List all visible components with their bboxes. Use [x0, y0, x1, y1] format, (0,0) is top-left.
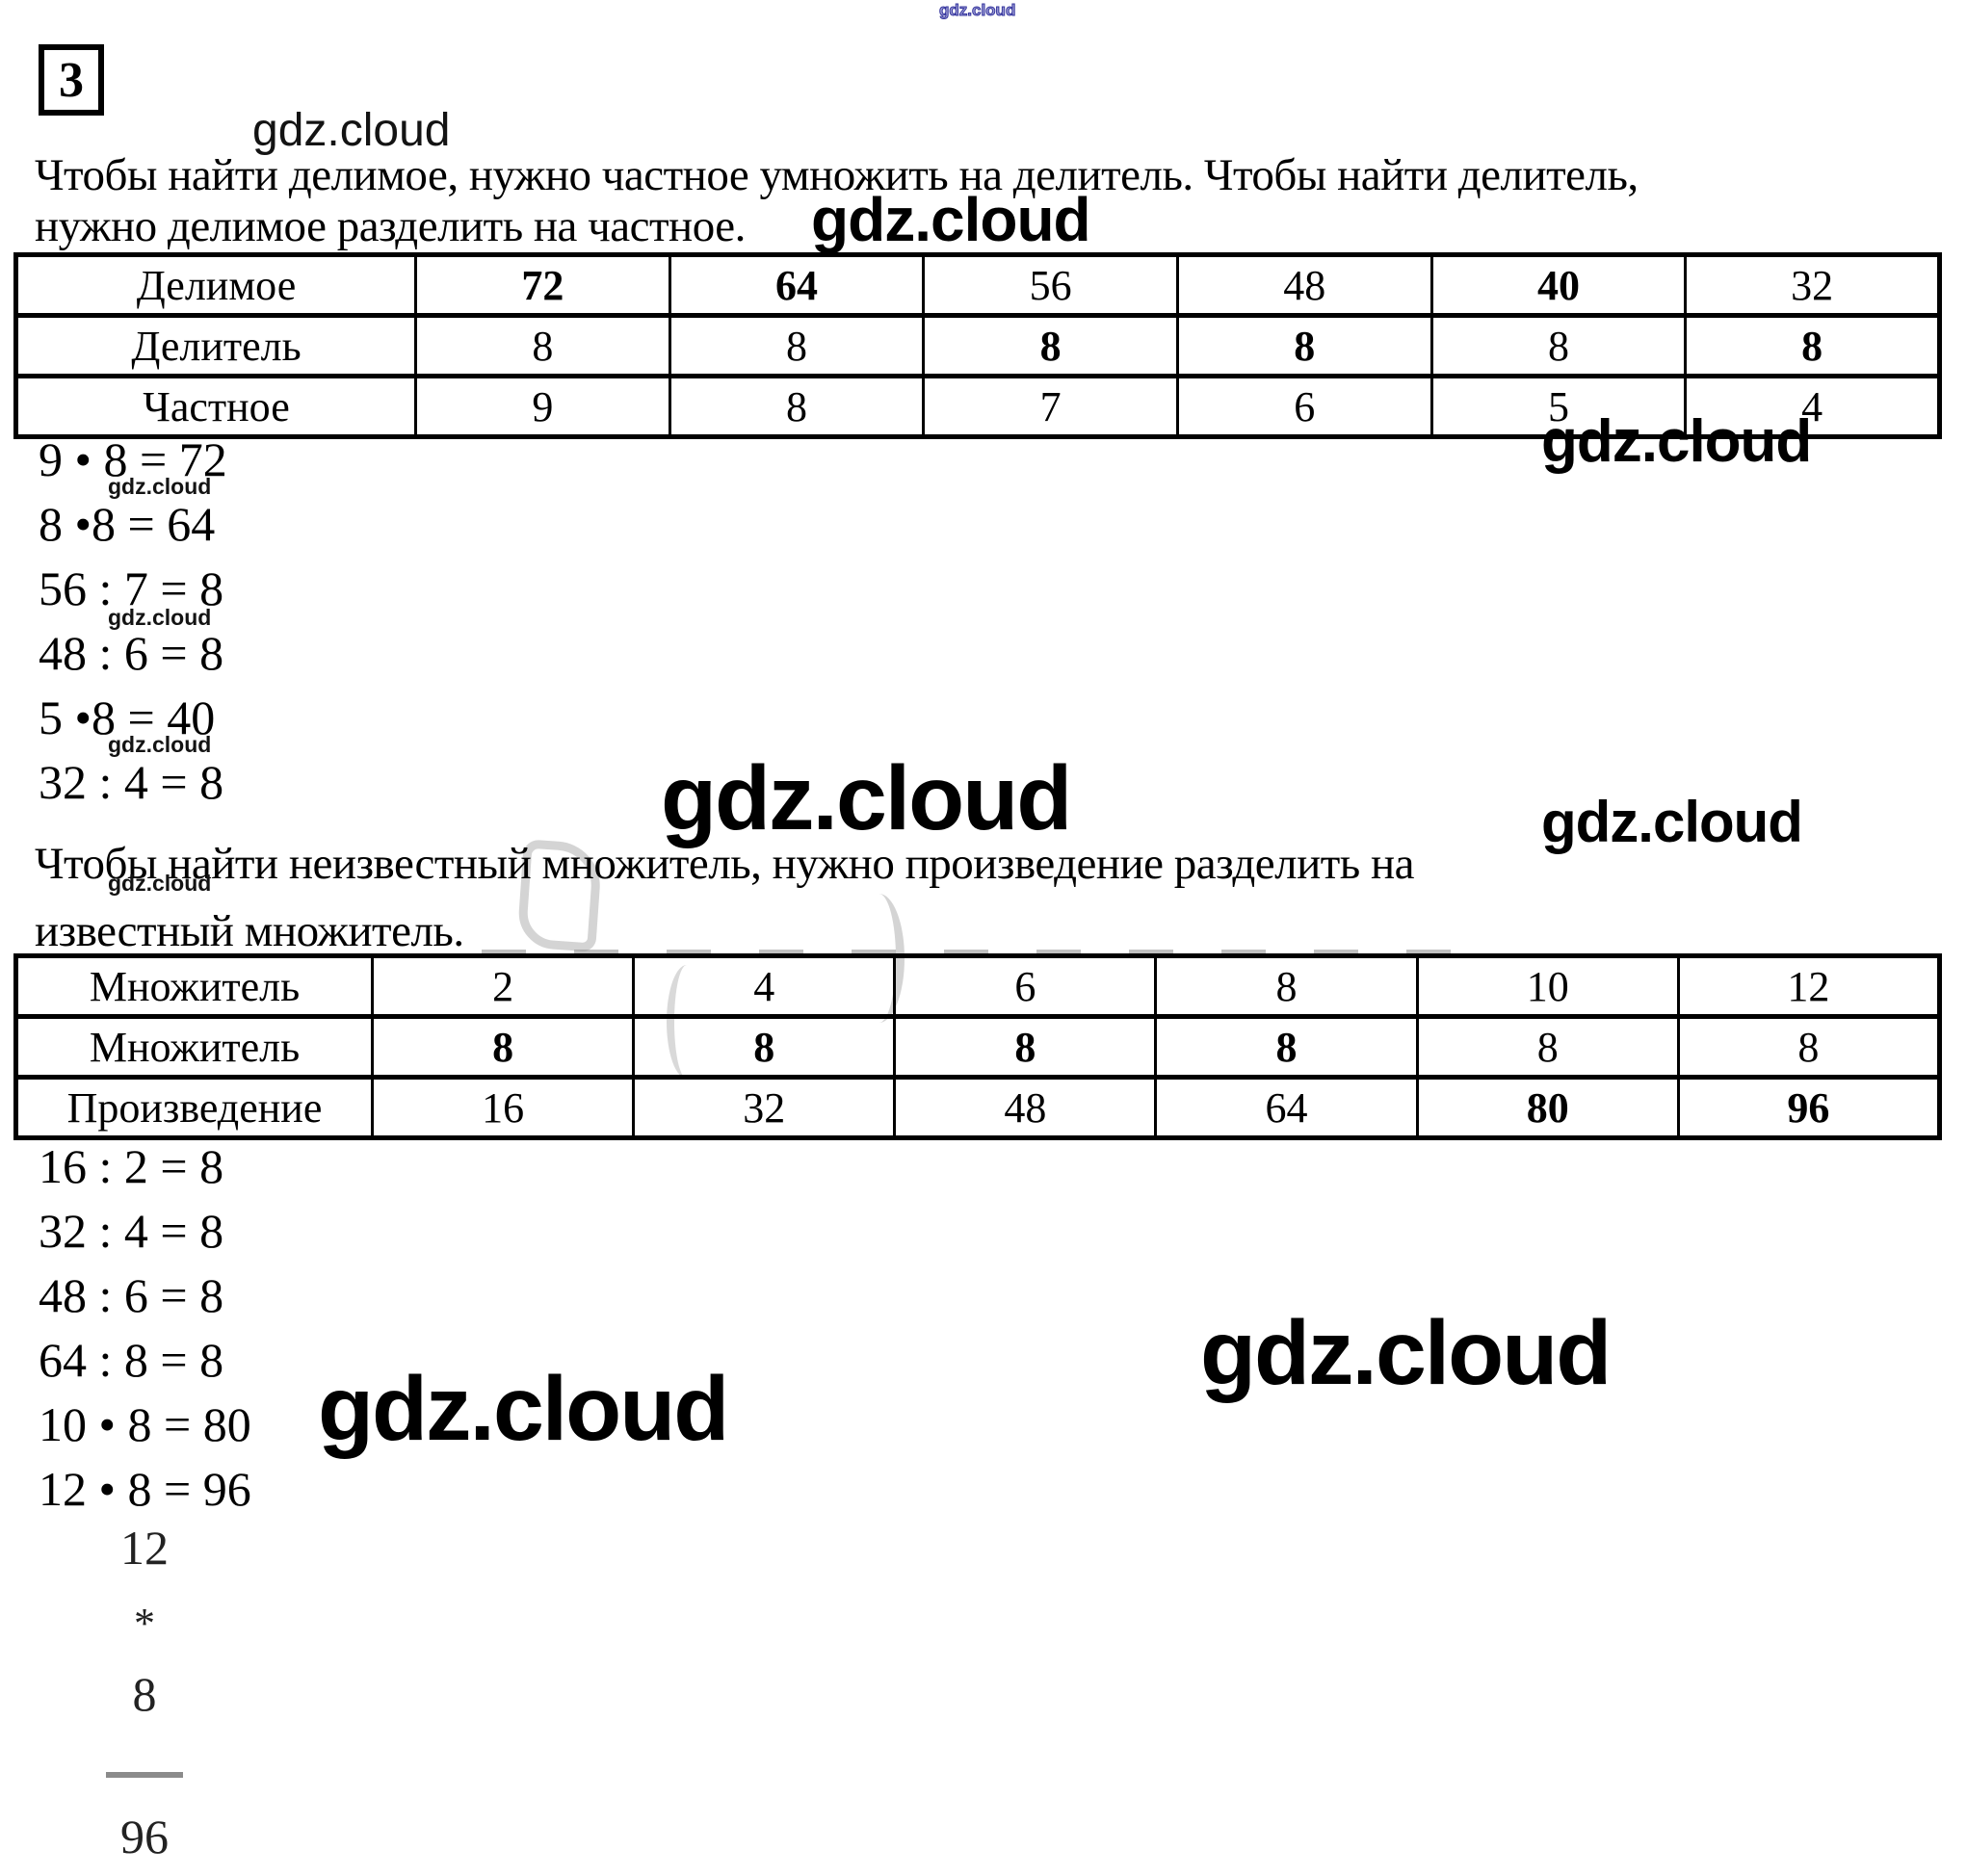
table-cell: 8 — [1684, 313, 1941, 378]
equation: 48 : 6 = 8 — [39, 1268, 224, 1322]
equation: 5 •8 = 40 — [39, 690, 216, 744]
table-cell: 8 — [632, 1014, 897, 1079]
table-cell: 8 — [1154, 1014, 1419, 1079]
table-cell: 4 — [1684, 374, 1941, 438]
table-row: Множитель 2 4 6 8 10 12 — [14, 954, 1942, 1018]
table-cell: 48 — [893, 1075, 1158, 1139]
division-table: Делимое 72 64 56 48 40 32 Делитель 8 8 8 8 8 8 Частное… — [13, 252, 1942, 439]
division-rule-line1: Чтобы найти делимое, нужно частное умнож… — [35, 150, 1639, 200]
table-row: Делимое 72 64 56 48 40 32 — [14, 253, 1941, 317]
table-cell: 7 — [922, 374, 1179, 438]
equation: 8 •8 = 64 — [39, 497, 216, 551]
equation: 9 • 8 = 72 — [39, 432, 227, 486]
table-cell: 8 — [1175, 313, 1433, 378]
row-label: Множитель — [14, 1014, 374, 1079]
row-label: Частное — [14, 374, 417, 438]
table-cell: 8 — [414, 313, 671, 378]
division-rule-line2: нужно делимое разделить на частное. — [35, 201, 746, 251]
watermark-small-3: gdz.cloud — [108, 732, 212, 757]
row-label: Делимое — [14, 253, 417, 317]
table-cell: 8 — [370, 1014, 636, 1079]
multiplication-equations-list: 16 : 2 = 8 32 : 4 = 8 48 : 6 = 8 64 : 8 = 8… — [39, 1134, 251, 1522]
watermark-small-1: gdz.cloud — [108, 474, 212, 499]
division-equations-list: 9 • 8 = 72 8 •8 = 64 56 : 7 = 8 48 : 6 = 8 5… — [39, 428, 227, 815]
table-cell: 72 — [414, 253, 671, 317]
table-cell: 56 — [922, 253, 1179, 317]
table-row: Множитель 8 8 8 8 8 8 — [14, 1014, 1942, 1079]
watermark-table1-right: gdz.cloud — [1541, 408, 1812, 475]
table-cell: 8 — [1415, 1014, 1680, 1079]
equation: 56 : 7 = 8 — [39, 561, 224, 615]
table-cell: 64 — [1154, 1075, 1419, 1139]
table-cell: 96 — [1676, 1075, 1942, 1139]
row-label: Делитель — [14, 313, 417, 378]
table-cell: 32 — [632, 1075, 897, 1139]
table-cell: 6 — [893, 954, 1158, 1018]
division-rule-paragraph: Чтобы найти делимое, нужно частное умнож… — [35, 150, 1639, 252]
equation: 48 : 6 = 8 — [39, 626, 224, 680]
table-cell: 6 — [1175, 374, 1433, 438]
equation: 64 : 8 = 8 — [39, 1333, 224, 1387]
multiplication-rule-line2: известный множитель. — [35, 906, 464, 956]
problem-number-box: 3 — [39, 44, 104, 116]
table-cell: 8 — [668, 374, 926, 438]
table-cell: 40 — [1429, 253, 1688, 317]
table-cell: 8 — [893, 1014, 1158, 1079]
watermark-small-2: gdz.cloud — [108, 605, 212, 630]
table-cell: 9 — [414, 374, 671, 438]
table-cell: 48 — [1175, 253, 1433, 317]
multiplication-rule-paragraph: Чтобы найти неизвестный множитель, нужно… — [35, 830, 1415, 965]
table-cell: 16 — [370, 1075, 636, 1139]
multiplication-rule-line1: Чтобы найти неизвестный множитель, нужно… — [35, 839, 1415, 889]
multiplication-table: Множитель 2 4 6 8 10 12 Множитель 8 8 8 8 8 8 Произвед… — [13, 953, 1942, 1140]
table-cell: 8 — [1154, 954, 1419, 1018]
table-cell: 4 — [632, 954, 897, 1018]
table-cell: 32 — [1684, 253, 1941, 317]
watermark-center: gdz.cloud — [661, 747, 1072, 849]
equation: 16 : 2 = 8 — [39, 1139, 224, 1193]
table-cell: 64 — [668, 253, 926, 317]
table-cell: 8 — [922, 313, 1179, 378]
row-label: Произведение — [14, 1075, 374, 1139]
equation: 12 • 8 = 96 — [39, 1462, 251, 1516]
table-row: Частное 9 8 7 6 5 4 — [14, 374, 1941, 438]
watermark-header: gdz.cloud — [252, 105, 451, 156]
long-mult-operator: * — [134, 1600, 155, 1647]
row-label: Множитель — [14, 954, 374, 1018]
table-cell: 8 — [1676, 1014, 1942, 1079]
watermark-bottom-right: gdz.cloud — [1200, 1302, 1612, 1404]
equation: 32 : 4 = 8 — [39, 1204, 224, 1258]
long-mult-rule-line — [106, 1772, 183, 1778]
table-cell: 8 — [1429, 313, 1688, 378]
table-cell: 80 — [1415, 1075, 1680, 1139]
table-cell: 10 — [1415, 954, 1680, 1018]
table-cell: 5 — [1429, 374, 1688, 438]
long-mult-multiplier: 8 — [132, 1667, 157, 1721]
watermark-bottom-left: gdz.cloud — [318, 1358, 729, 1460]
watermark-after-intro: gdz.cloud — [811, 185, 1091, 254]
equation: 32 : 4 = 8 — [39, 755, 224, 809]
long-mult-result: 96 — [120, 1810, 169, 1863]
table-cell: 12 — [1676, 954, 1942, 1018]
table-row: Произведение 16 32 48 64 80 96 — [14, 1075, 1942, 1139]
problem-number: 3 — [59, 52, 84, 108]
table-cell: 8 — [668, 313, 926, 378]
watermark-top: gdz.cloud — [938, 1, 1016, 19]
table-cell: 2 — [370, 954, 636, 1018]
watermark-mid-right: gdz.cloud — [1541, 790, 1803, 854]
watermark-small-4: gdz.cloud — [108, 871, 212, 896]
table-row: Делитель 8 8 8 8 8 8 — [14, 313, 1941, 378]
long-mult-multiplicand: 12 — [120, 1521, 169, 1575]
equation: 10 • 8 = 80 — [39, 1397, 251, 1451]
